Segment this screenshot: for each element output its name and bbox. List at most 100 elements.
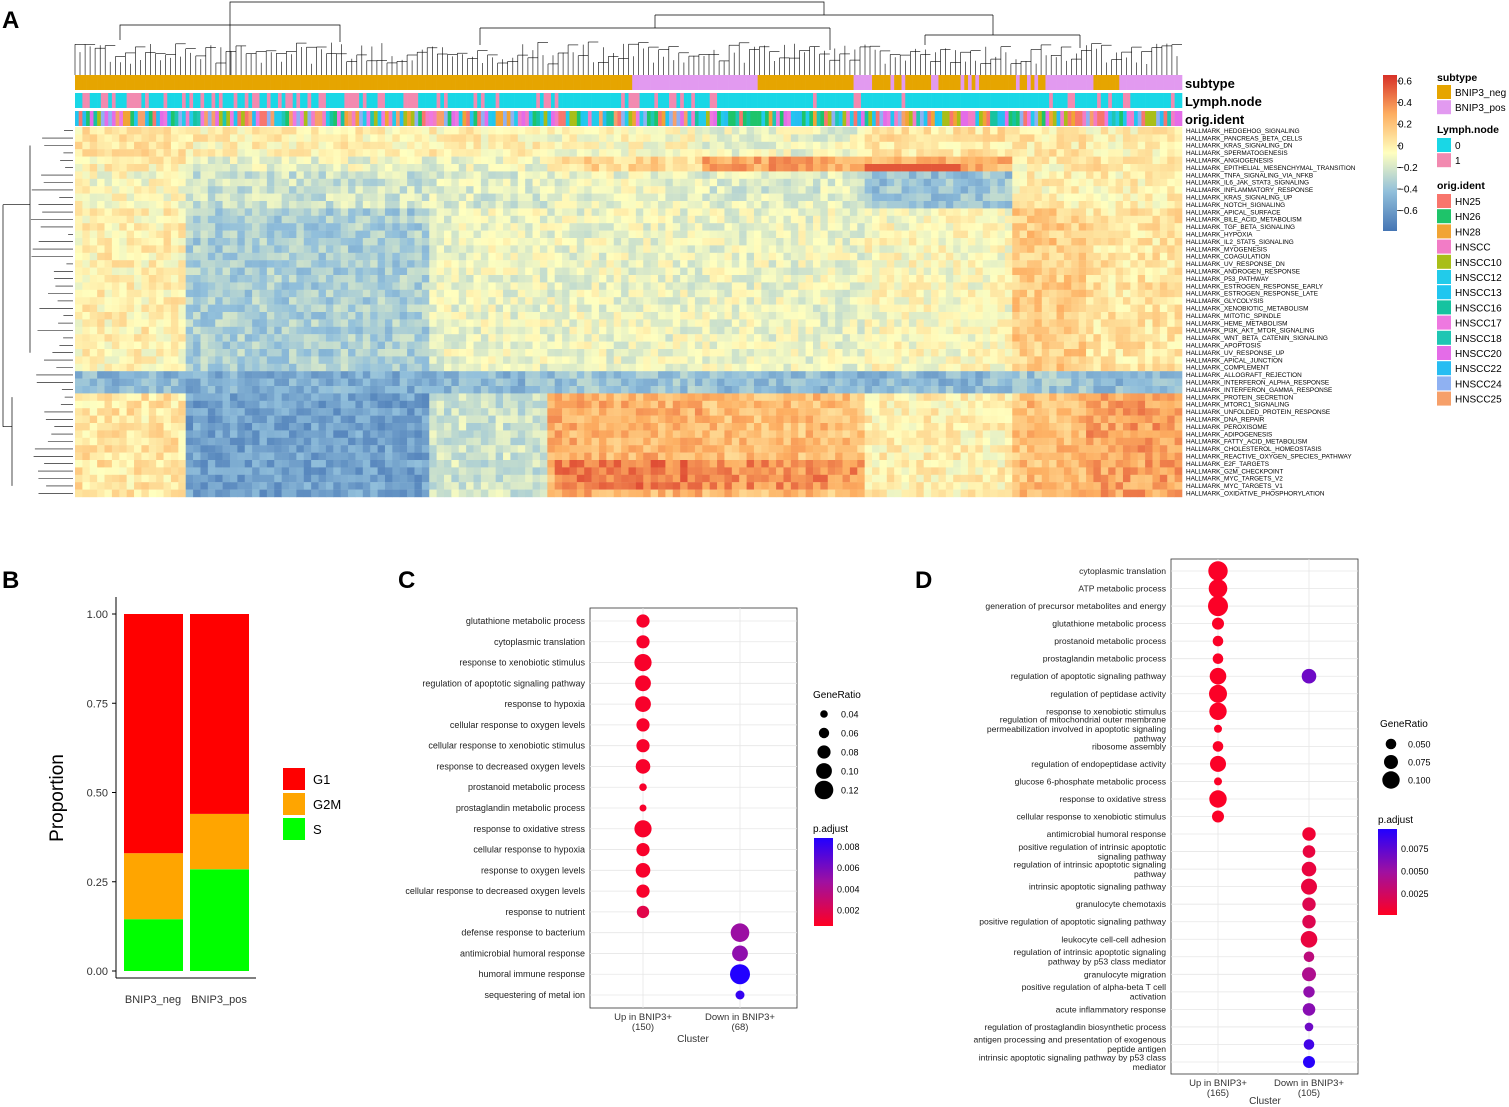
lymph-annotation-cell xyxy=(185,93,190,108)
orig-ident-annotation-cell xyxy=(381,111,386,126)
heatmap-cell xyxy=(148,230,157,239)
heatmap-cell xyxy=(923,193,932,202)
subtype-annotation-cell xyxy=(753,75,758,90)
heatmap-cell xyxy=(1056,260,1065,268)
heatmap-cell xyxy=(709,238,718,246)
heatmap-cell xyxy=(739,245,747,253)
heatmap-cell xyxy=(908,208,917,216)
heatmap-cell xyxy=(170,164,179,172)
heatmap-cell xyxy=(576,186,585,194)
heatmap-cell xyxy=(635,134,644,142)
heatmap-cell xyxy=(547,156,555,165)
heatmap-cell xyxy=(1145,208,1153,216)
heatmap-cell xyxy=(163,178,172,187)
heatmap-cell xyxy=(901,275,910,283)
heatmap-cell xyxy=(222,282,231,290)
heatmap-cell xyxy=(333,156,341,165)
heatmap-cell xyxy=(222,275,231,283)
heatmap-cell xyxy=(451,223,460,231)
heatmap-cell xyxy=(237,267,246,276)
heatmap-cell xyxy=(591,208,600,216)
heatmap-cell xyxy=(244,127,253,135)
heatmap-cell xyxy=(724,297,733,305)
lymph-annotation-cell xyxy=(661,93,666,108)
lymph-annotation-cell xyxy=(104,93,109,108)
heatmap-cell xyxy=(953,260,961,268)
heatmap-cell xyxy=(207,141,216,150)
heatmap-cell xyxy=(827,223,836,231)
orig-ident-annotation-cell xyxy=(396,111,401,126)
heatmap-cell xyxy=(635,282,644,290)
lymph-annotation-cell xyxy=(691,93,696,108)
heatmap-cell xyxy=(193,230,201,239)
heatmap-cell xyxy=(488,223,496,231)
heatmap-cell xyxy=(266,289,275,298)
heatmap-cell xyxy=(790,178,799,187)
lymph-annotation-cell xyxy=(466,93,471,108)
heatmap-cell xyxy=(126,164,135,172)
heatmap-cell xyxy=(126,260,135,268)
heatmap-cell xyxy=(665,289,674,298)
subtype-annotation-cell xyxy=(1004,75,1009,90)
lymph-annotation-cell xyxy=(879,93,884,108)
heatmap-cell xyxy=(325,275,334,283)
subtype-annotation-cell xyxy=(694,75,699,90)
lymph-annotation-cell xyxy=(1056,93,1061,108)
heatmap-cell xyxy=(392,134,401,142)
heatmap-cell xyxy=(864,164,873,172)
heatmap-cell xyxy=(717,164,725,172)
heatmap-cell xyxy=(311,149,319,157)
heatmap-cell xyxy=(148,149,157,157)
heatmap-cell xyxy=(628,238,637,246)
heatmap-cell xyxy=(628,282,637,290)
heatmap-cell xyxy=(731,134,740,142)
heatmap-cell xyxy=(901,178,910,187)
heatmap-cell xyxy=(1174,134,1183,142)
heatmap-cell xyxy=(990,149,998,157)
heatmap-cell xyxy=(658,178,666,187)
heatmap-cell xyxy=(650,267,659,276)
heatmap-cell xyxy=(480,238,489,246)
heatmap-cell xyxy=(200,297,209,305)
heatmap-cell xyxy=(1071,208,1079,216)
heatmap-cell xyxy=(392,193,401,202)
orig-ident-annotation-cell xyxy=(89,111,94,126)
heatmap-cell xyxy=(857,178,865,187)
orig-ident-annotation-cell xyxy=(241,111,246,126)
heatmap-cell xyxy=(325,141,334,150)
heatmap-cell xyxy=(635,297,644,305)
heatmap-cell xyxy=(303,156,312,165)
heatmap-cell xyxy=(606,171,615,179)
heatmap-cell xyxy=(658,171,666,179)
orig-ident-annotation-cell xyxy=(1056,111,1061,126)
heatmap-cell xyxy=(495,134,504,142)
heatmap-cell xyxy=(1041,289,1050,298)
heatmap-cell xyxy=(1167,178,1175,187)
heatmap-cell xyxy=(776,260,784,268)
orig-ident-annotation-cell xyxy=(801,111,806,126)
heatmap-cell xyxy=(650,304,659,313)
heatmap-cell xyxy=(252,149,260,157)
heatmap-cell xyxy=(680,193,688,202)
lymph-annotation-cell xyxy=(635,93,640,108)
heatmap-cell xyxy=(1034,178,1043,187)
heatmap-cell xyxy=(170,289,179,298)
heatmap-cell xyxy=(340,252,349,261)
heatmap-cell xyxy=(916,238,924,246)
heatmap-cell xyxy=(665,149,674,157)
heatmap-cell xyxy=(849,171,858,179)
heatmap-cell xyxy=(289,127,297,135)
heatmap-cell xyxy=(355,297,364,305)
heatmap-cell xyxy=(340,238,349,246)
orig-ident-annotation-cell xyxy=(480,111,485,126)
heatmap-cell xyxy=(680,134,688,142)
heatmap-cell xyxy=(1027,297,1035,305)
heatmap-cell xyxy=(598,238,607,246)
subtype-annotation-cell xyxy=(473,75,478,90)
heatmap-cell xyxy=(340,230,349,239)
heatmap-cell xyxy=(982,275,991,283)
heatmap-cell xyxy=(805,178,814,187)
heatmap-cell xyxy=(768,127,777,135)
heatmap-cell xyxy=(532,178,541,187)
subtype-annotation-cell xyxy=(794,75,799,90)
